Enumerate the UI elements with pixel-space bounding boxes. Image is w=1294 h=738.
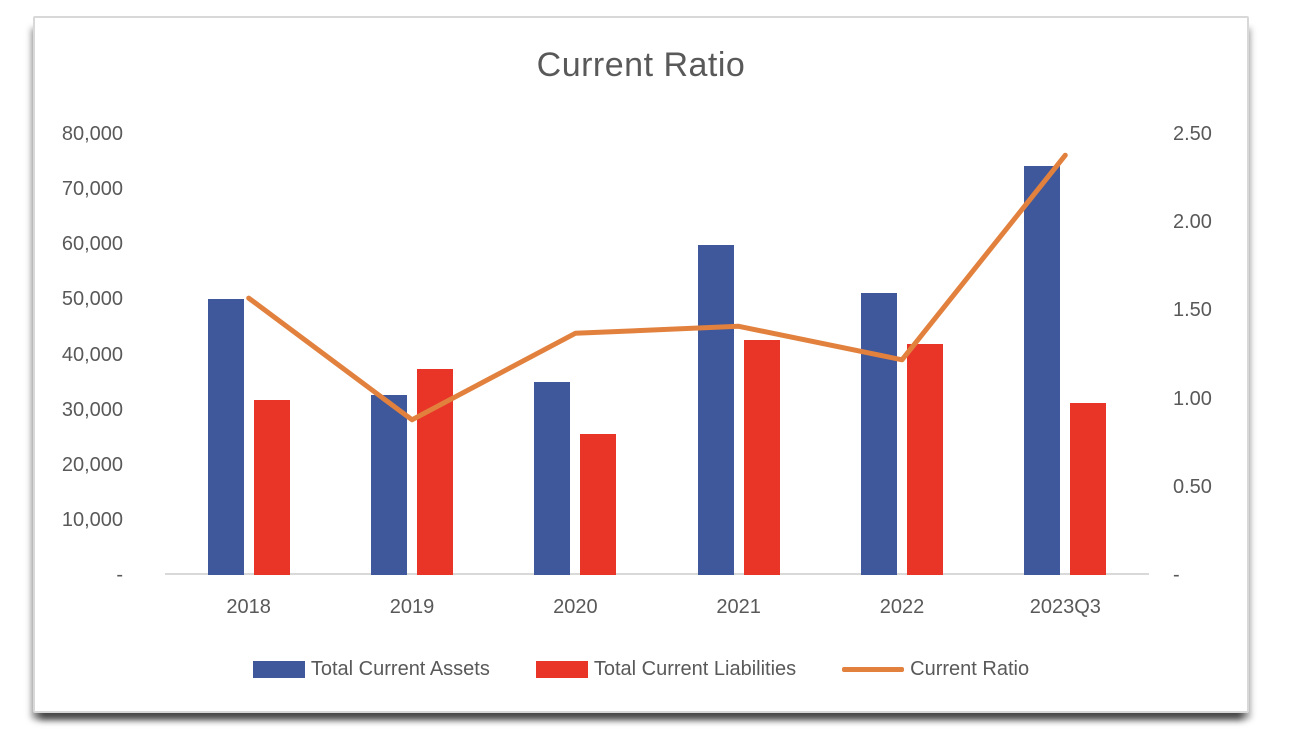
left-axis-tick: 10,000 bbox=[61, 508, 123, 531]
right-axis-tick: 2.50 bbox=[1173, 123, 1212, 145]
left-axis-tick: - bbox=[116, 564, 123, 586]
plot-area: 80,000 70,000 60,000 50,000 40,000 30,000 20,0… bbox=[35, 18, 1247, 711]
right-axis-tick: 2.00 bbox=[1173, 211, 1212, 234]
legend-label-total-current-liabilities: Total Current Liabilities bbox=[593, 658, 797, 680]
left-axis-tick: 20,000 bbox=[61, 453, 123, 476]
legend-label-current-ratio: Current Ratio bbox=[910, 658, 1030, 680]
bar-total-current-assets-2020 bbox=[534, 381, 571, 575]
left-axis-tick: 80,000 bbox=[61, 123, 123, 145]
legend-label-total-current-assets: Total Current Assets bbox=[310, 658, 490, 680]
bar-total-current-assets-2021 bbox=[697, 244, 734, 575]
x-axis-label-2019: 2019 bbox=[389, 596, 435, 618]
bar-total-current-liabilities-2021 bbox=[743, 340, 780, 575]
bar-total-current-assets-2019 bbox=[371, 394, 407, 575]
bar-total-current-assets-2018 bbox=[207, 299, 244, 575]
right-axis-tick: - bbox=[1173, 564, 1180, 586]
x-axis-label-2022: 2022 bbox=[879, 596, 925, 618]
chart-card: Current Ratio 80,000 70,000 60,000 50,000 40… bbox=[33, 16, 1249, 713]
legend-item-total-current-liabilities: Total Current Liabilities bbox=[535, 658, 797, 681]
right-axis-tick: 1.50 bbox=[1173, 299, 1212, 322]
right-axis-tick: 1.00 bbox=[1173, 387, 1212, 410]
legend-swatch-total-current-assets bbox=[252, 661, 305, 678]
left-axis-tick: 40,000 bbox=[61, 343, 123, 366]
legend-item-total-current-assets: Total Current Assets bbox=[252, 658, 490, 681]
bar-total-current-liabilities-2020 bbox=[580, 433, 617, 575]
left-axis-tick: 50,000 bbox=[61, 288, 123, 311]
x-axis-label-2023q3: 2023Q3 bbox=[1029, 596, 1101, 618]
bar-total-current-liabilities-2022 bbox=[907, 344, 943, 575]
left-axis-tick: 70,000 bbox=[61, 178, 123, 201]
bar-total-current-liabilities-2018 bbox=[253, 399, 290, 575]
bar-total-current-liabilities-2023q3 bbox=[1070, 403, 1107, 575]
x-axis-line bbox=[165, 573, 1149, 575]
bar-total-current-liabilities-2019 bbox=[417, 369, 453, 575]
left-axis-tick: 60,000 bbox=[61, 233, 123, 256]
legend-item-current-ratio: Current Ratio bbox=[842, 658, 1029, 681]
left-axis-tick: 30,000 bbox=[61, 398, 123, 421]
legend-swatch-total-current-liabilities bbox=[535, 661, 588, 678]
legend-swatch-current-ratio bbox=[842, 667, 905, 672]
bar-total-current-assets-2023q3 bbox=[1024, 165, 1061, 575]
bar-total-current-assets-2022 bbox=[861, 292, 897, 575]
x-axis-label-2020: 2020 bbox=[553, 596, 598, 618]
right-axis-tick: 0.50 bbox=[1173, 475, 1212, 498]
legend: Total Current Assets Total Current Liabil… bbox=[35, 658, 1247, 681]
x-axis-label-2018: 2018 bbox=[226, 596, 271, 618]
x-axis-label-2021: 2021 bbox=[716, 596, 761, 618]
chart-title: Current Ratio bbox=[536, 46, 746, 84]
